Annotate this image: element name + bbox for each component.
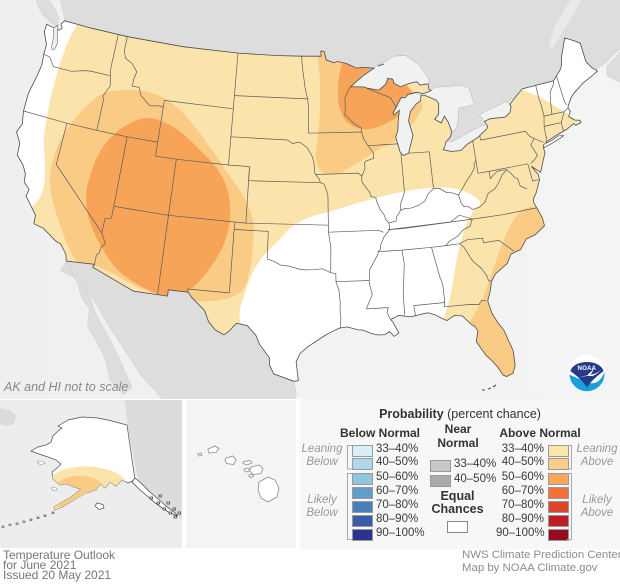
svg-text:AK and HI not to scale: AK and HI not to scale <box>3 380 128 394</box>
svg-text:NOAA: NOAA <box>577 365 596 372</box>
